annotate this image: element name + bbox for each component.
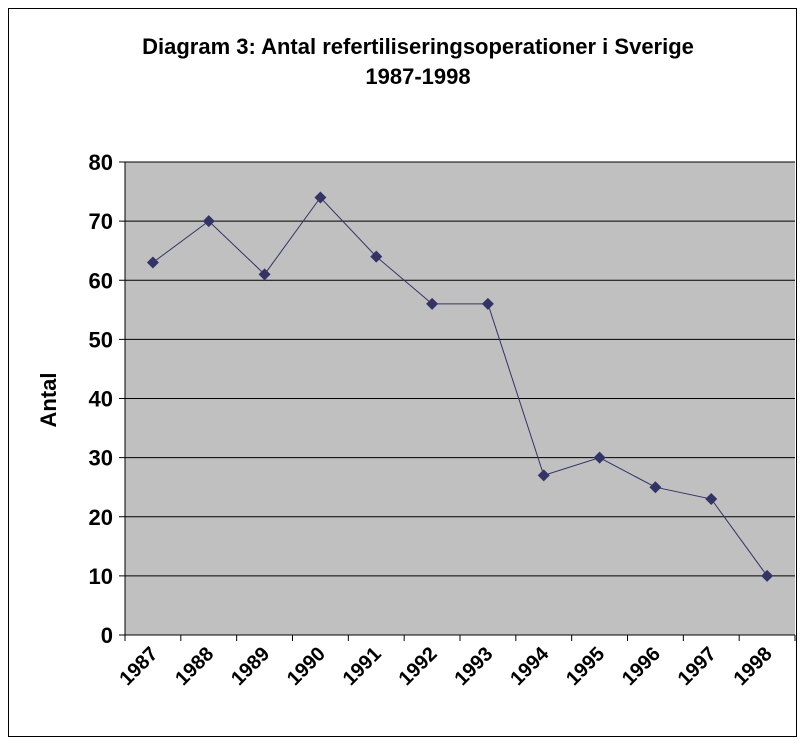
y-tick-label: 80 (89, 150, 113, 175)
marker (593, 451, 606, 464)
y-tick-label: 0 (101, 623, 113, 648)
marker (537, 469, 550, 482)
y-tick-label: 70 (89, 209, 113, 234)
y-axis-label: Antal (36, 373, 61, 428)
marker (258, 268, 271, 281)
y-tick-label: 50 (89, 327, 113, 352)
y-tick-label: 60 (89, 268, 113, 293)
y-tick-label: 30 (89, 446, 113, 471)
marker (202, 215, 215, 228)
line (152, 196, 768, 577)
y-tick-label: 20 (89, 505, 113, 530)
marker (146, 256, 159, 269)
y-tick-label: 10 (89, 564, 113, 589)
marker (314, 191, 327, 204)
chart-title: Diagram 3: Antal refertiliseringsoperati… (142, 34, 694, 89)
marker (426, 297, 439, 310)
marker (649, 481, 662, 494)
y-tick-label: 40 (89, 387, 113, 412)
marker (705, 493, 718, 506)
marker (370, 250, 383, 263)
marker (761, 569, 774, 582)
marker (481, 297, 494, 310)
